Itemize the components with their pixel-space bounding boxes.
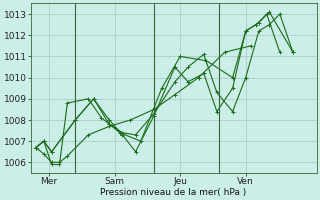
X-axis label: Pression niveau de la mer( hPa ): Pression niveau de la mer( hPa ) [100, 188, 247, 197]
